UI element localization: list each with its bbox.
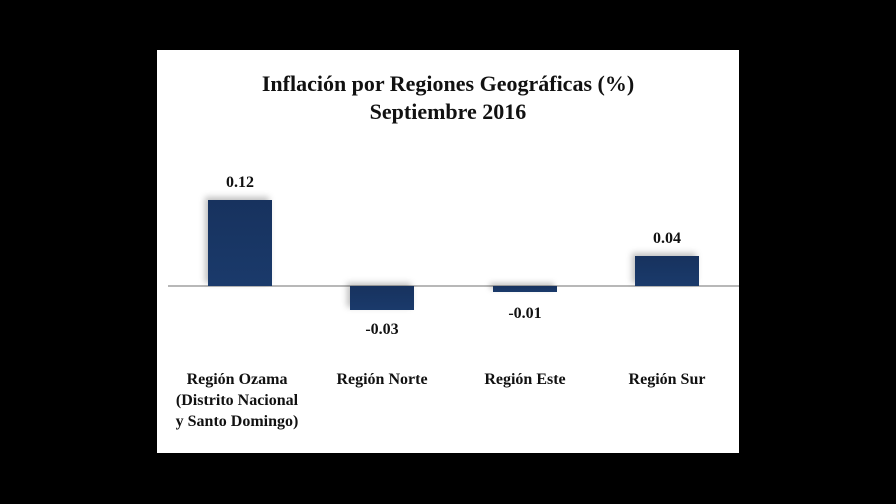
value-label-region-norte: -0.03: [365, 321, 399, 338]
chart-title-main: Inflación por Regiones Geográficas (%): [261, 71, 635, 96]
category-label-line: Región Este: [484, 371, 566, 388]
category-label-line: (Distrito Nacional: [175, 392, 299, 409]
bar-region-este: [493, 286, 557, 292]
bar-region-norte: [350, 286, 414, 310]
chart-title: Inflación por Regiones Geográficas (%) S…: [157, 70, 739, 126]
chart-subtitle: Septiembre 2016: [369, 99, 527, 124]
zero-axis-line: [168, 285, 739, 287]
category-label-region-sur: Región Sur: [602, 369, 732, 390]
value-label-region-ozama: 0.12: [226, 174, 254, 191]
category-label-region-ozama: Región Ozama (Distrito Nacional y Santo …: [160, 369, 314, 432]
category-label-line: Región Ozama: [186, 371, 288, 388]
category-label-line: Región Sur: [628, 371, 706, 388]
category-label-region-este: Región Este: [460, 369, 590, 390]
chart-panel: Inflación por Regiones Geográficas (%) S…: [157, 50, 739, 453]
bar-region-ozama: [208, 200, 272, 286]
value-label-region-este: -0.01: [508, 305, 542, 322]
category-label-line: Región Norte: [336, 371, 428, 388]
bar-region-sur: [635, 256, 699, 286]
value-label-region-sur: 0.04: [653, 230, 681, 247]
category-label-line: y Santo Domingo): [175, 413, 299, 430]
category-label-region-norte: Región Norte: [317, 369, 447, 390]
